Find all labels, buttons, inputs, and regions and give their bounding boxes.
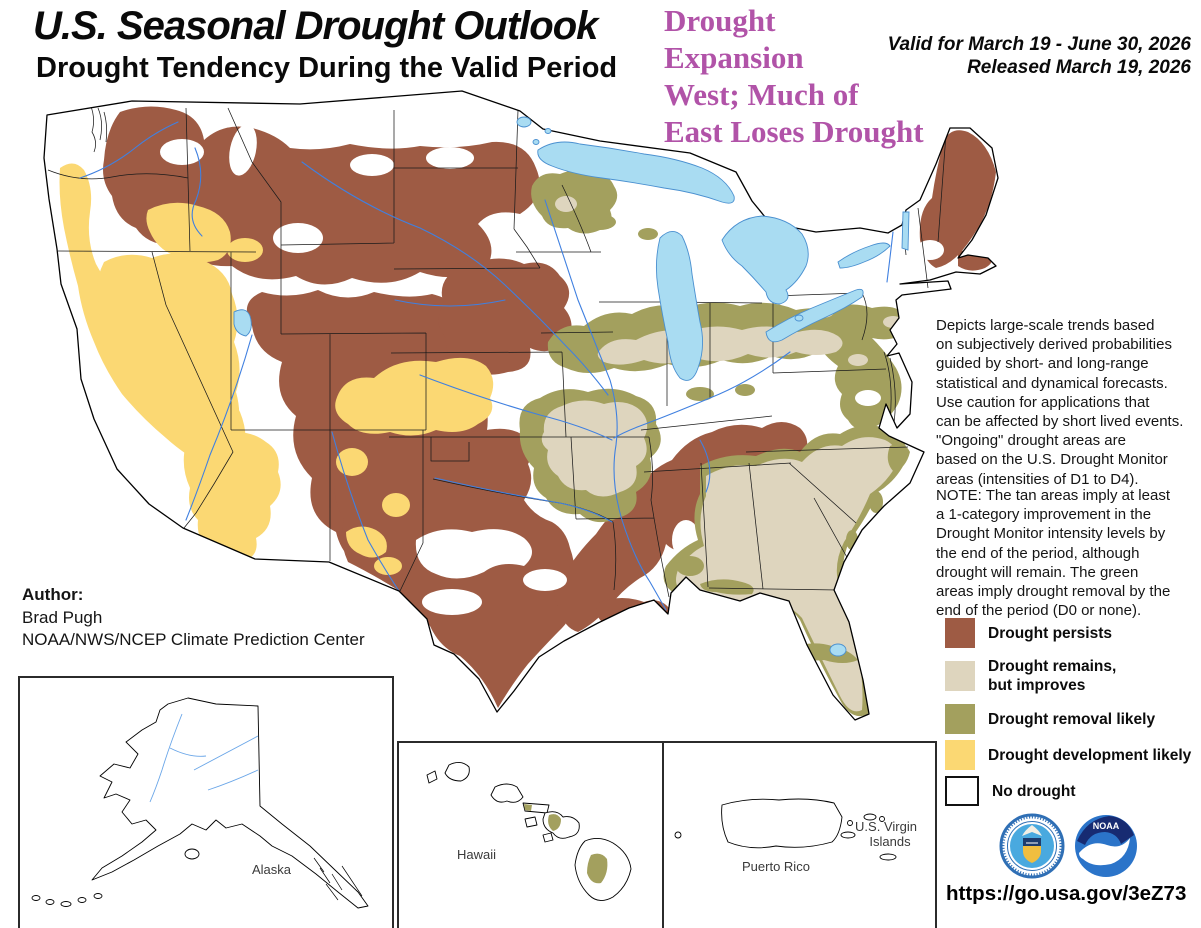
legend-item-removal: Drought removal likely	[945, 704, 1197, 734]
author-block: Author: Brad Pugh NOAA/NWS/NCEP Climate …	[22, 584, 365, 652]
author-org: NOAA/NWS/NCEP Climate Prediction Center	[22, 630, 365, 649]
puerto-rico-inset: Puerto Rico U.S. Virgin Islands	[662, 741, 937, 928]
legend-label: Drought persists	[988, 624, 1113, 642]
alaska-label: Alaska	[252, 862, 292, 877]
eagle-icon	[1022, 825, 1042, 836]
us-outline	[43, 90, 999, 721]
puerto-rico-label: Puerto Rico	[742, 859, 810, 874]
hawaii-map: Hawaii	[426, 762, 632, 901]
legend-item-development: Drought development likely	[945, 740, 1197, 770]
shortlink-url[interactable]: https://go.usa.gov/3eZ73	[946, 882, 1187, 905]
legend-swatch-none	[945, 776, 979, 806]
legend-swatch-improves	[945, 661, 975, 691]
page-title: U.S. Seasonal Drought Outlook	[33, 4, 598, 48]
alaska-map: Alaska	[31, 697, 369, 909]
legend-swatch-persists	[945, 618, 975, 648]
author-name: Brad Pugh	[22, 607, 103, 627]
legend-label: Drought development likely	[988, 746, 1192, 764]
virgin-islands-label-line1: U.S. Virgin	[855, 819, 917, 834]
headline-line-1: Drought	[664, 3, 776, 38]
puerto-rico-map: Puerto Rico U.S. Virgin Islands	[674, 798, 917, 874]
legend-item-none: No drought	[945, 776, 1197, 806]
legend-swatch-development	[945, 740, 975, 770]
valid-period: Valid for March 19 - June 30, 2026 Relea…	[791, 33, 1191, 79]
seagull-swoosh-icon	[1079, 838, 1130, 866]
hawaii-label: Hawaii	[457, 847, 496, 862]
legend-item-improves: Drought remains, but improves	[945, 654, 1197, 698]
legend-label: Drought remains, but improves	[988, 658, 1117, 694]
legend-label: No drought	[992, 782, 1076, 800]
great-lakes	[233, 116, 910, 657]
headline-line-3: West; Much of	[664, 77, 859, 112]
southeast-islands-hatching	[313, 857, 363, 901]
rivers	[79, 121, 894, 611]
noaa-logo-text: NOAA	[1093, 821, 1120, 831]
legend: Drought persists Drought remains, but im…	[945, 618, 1197, 806]
legend-item-persists: Drought persists	[945, 618, 1197, 648]
drought-regions-layer	[59, 106, 996, 717]
valid-line: Valid for March 19 - June 30, 2026	[887, 34, 1191, 55]
author-heading: Author:	[22, 585, 84, 604]
headline-line-4: East Loses Drought	[664, 114, 924, 149]
noaa-logo: NOAA	[1075, 815, 1137, 877]
legend-label: Drought removal likely	[988, 710, 1156, 728]
headline-line-2: Expansion	[664, 40, 804, 75]
virgin-islands-label-line2: Islands	[869, 834, 911, 849]
page-subtitle: Drought Tendency During the Valid Period	[36, 52, 618, 84]
released-line: Released March 19, 2026	[967, 57, 1191, 78]
department-of-commerce-seal	[999, 813, 1065, 879]
description-text: Depicts large-scale trends based on subj…	[936, 317, 1184, 488]
note-text: NOTE: The tan areas imply at least a 1-c…	[936, 487, 1171, 620]
alaska-inset: Alaska	[18, 676, 394, 928]
legend-swatch-removal	[945, 704, 975, 734]
headline: Drought Expansion West; Much of East Los…	[664, 2, 954, 150]
